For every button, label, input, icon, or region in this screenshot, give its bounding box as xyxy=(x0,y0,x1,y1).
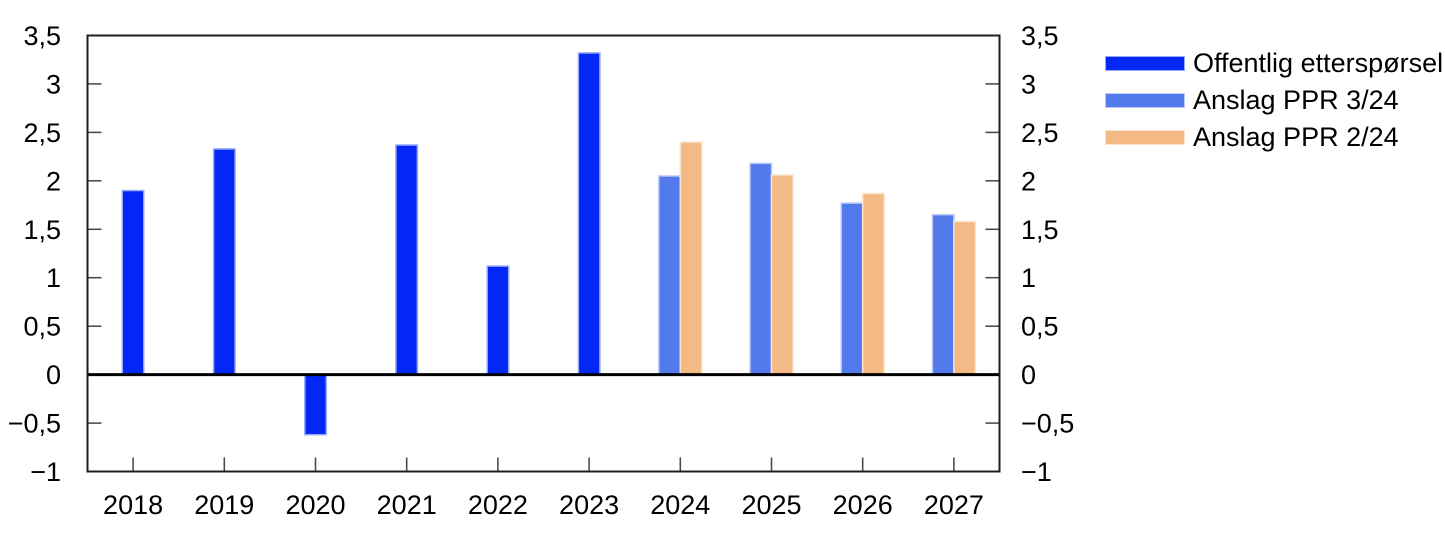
bar-2024-series-1 xyxy=(658,175,682,376)
bar-2027-series-2 xyxy=(953,220,977,376)
bar-2026-series-1 xyxy=(840,202,864,376)
y-axis-label-left: 3,5 xyxy=(23,21,61,51)
x-axis-label-2018: 2018 xyxy=(103,490,163,520)
bar-2020-series-0 xyxy=(304,373,328,436)
x-axis-label-2027: 2027 xyxy=(924,490,984,520)
y-axis-label-right: 2 xyxy=(1021,166,1036,196)
y-axis-label-left: 3 xyxy=(46,69,61,99)
legend-item-anslag-ppr-3-24: Anslag PPR 3/24 xyxy=(1105,87,1443,114)
bar-2021-series-0 xyxy=(395,144,419,376)
y-axis-label-left: 0 xyxy=(46,360,61,390)
x-axis-label-2026: 2026 xyxy=(833,490,893,520)
bar-2027-series-1 xyxy=(931,213,955,376)
bar-2026-series-2 xyxy=(861,192,885,376)
y-axis-label-right: −0,5 xyxy=(1021,409,1074,439)
x-axis-label-2025: 2025 xyxy=(741,490,801,520)
plot-border xyxy=(86,34,1001,473)
bar-2018-series-0 xyxy=(121,189,145,376)
x-axis-label-2023: 2023 xyxy=(559,490,619,520)
y-axis-label-right: 0,5 xyxy=(1021,312,1059,342)
y-axis-label-right: 3 xyxy=(1021,69,1036,99)
bar-2024-series-2 xyxy=(679,141,703,376)
legend-swatch-offentlig-ettersporsel xyxy=(1105,56,1185,71)
y-axis-label-left: 2 xyxy=(46,166,61,196)
x-axis-label-2024: 2024 xyxy=(650,490,710,520)
y-axis-label-left: 2,5 xyxy=(23,118,61,148)
legend-swatch-anslag-ppr-3-24 xyxy=(1105,93,1185,108)
x-axis-label-2021: 2021 xyxy=(377,490,437,520)
y-axis-label-right: 1,5 xyxy=(1021,215,1059,245)
legend-item-anslag-ppr-2-24: Anslag PPR 2/24 xyxy=(1105,124,1443,151)
bar-2025-series-1 xyxy=(749,162,773,376)
y-axis-label-right: −1 xyxy=(1021,457,1052,487)
legend-label-offentlig-ettersporsel: Offentlig etterspørsel xyxy=(1193,48,1444,78)
y-axis-label-left: −1 xyxy=(30,457,61,487)
legend-swatch-anslag-ppr-2-24 xyxy=(1105,130,1185,145)
bar-2019-series-0 xyxy=(212,148,236,376)
x-axis-label-2022: 2022 xyxy=(468,490,528,520)
y-axis-label-left: 0,5 xyxy=(23,312,61,342)
legend: Offentlig etterspørsel Anslag PPR 3/24 A… xyxy=(1105,50,1443,161)
legend-label-anslag-ppr-3-24: Anslag PPR 3/24 xyxy=(1193,85,1399,115)
y-axis-label-left: 1 xyxy=(46,263,61,293)
legend-item-offentlig-ettersporsel: Offentlig etterspørsel xyxy=(1105,50,1443,77)
bar-2023-series-0 xyxy=(577,52,601,376)
y-axis-label-right: 2,5 xyxy=(1021,118,1059,148)
x-axis-label-2020: 2020 xyxy=(285,490,345,520)
legend-label-anslag-ppr-2-24: Anslag PPR 2/24 xyxy=(1193,122,1399,152)
y-axis-label-right: 0 xyxy=(1021,360,1036,390)
bar-2022-series-0 xyxy=(486,265,510,376)
x-axis-label-2019: 2019 xyxy=(194,490,254,520)
y-axis-label-right: 1 xyxy=(1021,263,1036,293)
y-axis-label-left: −0,5 xyxy=(8,409,61,439)
y-axis-label-left: 1,5 xyxy=(23,215,61,245)
y-axis-label-right: 3,5 xyxy=(1021,21,1059,51)
bar-2025-series-2 xyxy=(770,174,794,376)
